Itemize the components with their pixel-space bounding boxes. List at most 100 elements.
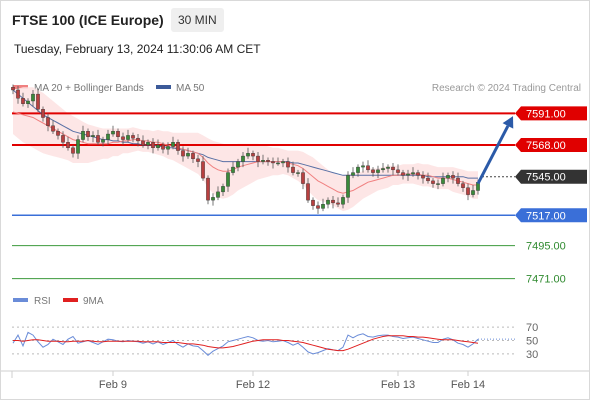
- candle: [291, 161, 295, 176]
- candle: [161, 142, 165, 154]
- timeframe-badge[interactable]: 30 MIN: [171, 8, 224, 32]
- candle: [206, 175, 210, 205]
- candle: [231, 161, 235, 176]
- candle: [36, 88, 40, 113]
- legend-label-rsi: RSI: [34, 296, 51, 307]
- candle: [101, 136, 105, 147]
- price-candles: [11, 84, 480, 214]
- level-label-5: 7471.00: [526, 274, 566, 286]
- rsi-tick-label: 30: [526, 349, 538, 361]
- legend-swatch-ma50: [156, 85, 171, 89]
- candle: [311, 197, 315, 210]
- candle: [306, 178, 310, 203]
- candle: [286, 157, 290, 173]
- candle: [331, 196, 335, 209]
- candle: [201, 156, 205, 181]
- candle: [211, 193, 215, 206]
- candle: [61, 131, 65, 148]
- candle: [426, 172, 430, 184]
- candle: [156, 139, 160, 151]
- indicator-legend: MA 20 + Bollinger Bands MA 50 Research ©…: [13, 83, 581, 94]
- candle: [11, 84, 15, 95]
- candle: [451, 171, 455, 184]
- candle: [321, 198, 325, 212]
- legend-label-ma20: MA 20 + Bollinger Bands: [34, 83, 144, 94]
- candle: [96, 129, 100, 146]
- candle: [381, 162, 385, 173]
- ma20-line: [12, 111, 478, 194]
- bollinger-band-area: [13, 87, 478, 212]
- instrument-title: FTSE 100 (ICE Europe): [12, 12, 164, 28]
- candle: [181, 146, 185, 162]
- candle: [186, 147, 190, 159]
- candle: [196, 154, 200, 168]
- candle: [431, 178, 435, 188]
- candle: [261, 154, 265, 165]
- candle: [111, 125, 115, 137]
- candle: [346, 171, 350, 203]
- candle: [171, 136, 175, 150]
- candle: [271, 157, 275, 169]
- candle: [86, 128, 90, 141]
- rsi-tick-label: 70: [526, 322, 538, 334]
- candle: [401, 169, 405, 180]
- candle: [301, 168, 305, 190]
- candle: [466, 183, 470, 201]
- rsi-legend: RSI 9MA: [13, 296, 104, 307]
- rsi-9ma-line: [13, 335, 479, 352]
- bollinger-bands: [13, 87, 478, 212]
- candle: [456, 172, 460, 187]
- candle: [326, 197, 330, 209]
- candle: [31, 89, 35, 107]
- candle: [81, 125, 85, 143]
- candle: [351, 167, 355, 179]
- price-levels: [12, 112, 515, 280]
- legend-label-ma50: MA 50: [176, 83, 205, 94]
- candle: [441, 172, 445, 187]
- projection-head: [502, 116, 514, 129]
- x-axis: Feb 9 Feb 12 Feb 13 Feb 14: [1, 370, 589, 391]
- candle: [166, 142, 170, 155]
- level-labels: 7591.00 7568.00 7545.00 7517.00 7495.00 7471.…: [515, 106, 587, 286]
- level-tag-0: [515, 106, 587, 121]
- candle: [176, 139, 180, 155]
- ma50-line: [12, 89, 478, 179]
- candle: [341, 194, 345, 209]
- level-label-4: 7495.00: [526, 241, 566, 253]
- timestamp: Tuesday, February 13, 2024 11:30:06 AM C…: [14, 42, 261, 56]
- candle: [406, 169, 410, 181]
- x-tick-label: Feb 13: [381, 379, 415, 391]
- candle: [26, 98, 30, 108]
- rsi-lines: [12, 331, 515, 356]
- candle: [141, 135, 145, 148]
- candle: [336, 197, 340, 208]
- legend-swatch-ma20: [13, 85, 28, 89]
- legend-label-9ma: 9MA: [83, 296, 104, 307]
- level-label-3: 7517.00: [526, 210, 566, 222]
- projection-arrow: [476, 116, 514, 185]
- candle: [386, 164, 390, 173]
- level-label-1: 7568.00: [526, 140, 566, 152]
- candle: [21, 92, 25, 107]
- candle: [191, 150, 195, 163]
- candle: [376, 165, 380, 179]
- candle: [251, 150, 255, 161]
- candle: [276, 157, 280, 166]
- moving-averages: [12, 89, 478, 194]
- candle: [256, 151, 260, 168]
- rsi-tick-label: 50: [526, 336, 538, 348]
- level-tag-1: [515, 138, 587, 153]
- rsi-line: [12, 331, 479, 356]
- candle: [76, 135, 80, 159]
- legend-swatch-rsi: [13, 298, 28, 302]
- candle: [461, 180, 465, 192]
- candle: [246, 147, 250, 159]
- candle: [66, 136, 70, 151]
- x-tick-label: Feb 12: [236, 379, 270, 391]
- candle: [236, 158, 240, 172]
- attribution: Research © 2024 Trading Central: [432, 83, 581, 94]
- level-label-0: 7591.00: [526, 108, 566, 120]
- level-label-2: 7545.00: [526, 172, 566, 184]
